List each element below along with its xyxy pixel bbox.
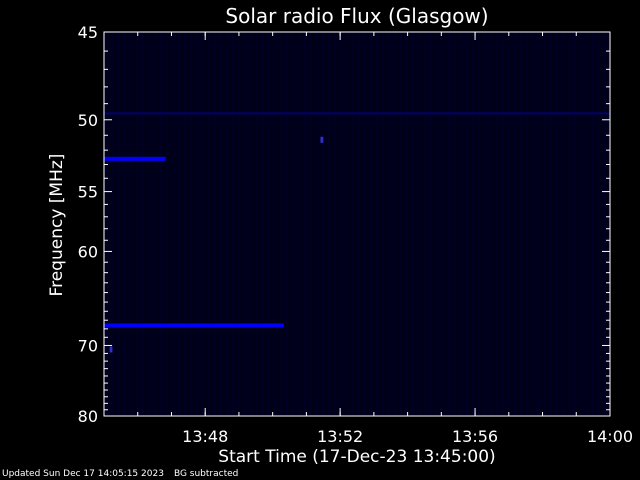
plot-frame xyxy=(103,31,611,417)
x-tick-label: 13:52 xyxy=(317,427,363,446)
background-note: BG subtracted xyxy=(173,469,239,479)
y-tick-label: 60 xyxy=(78,242,98,261)
y-tick-label: 55 xyxy=(78,183,98,202)
plot-border xyxy=(103,31,611,417)
y-tick-label: 50 xyxy=(78,111,98,130)
y-tick-label: 80 xyxy=(78,407,98,426)
y-axis-label: Frequency [MHz] xyxy=(47,154,67,297)
x-tick-label: 13:56 xyxy=(452,427,498,446)
emission-spot xyxy=(320,136,324,143)
plot-area xyxy=(104,32,610,416)
x-axis-label: Start Time (17-Dec-23 13:45:00) xyxy=(218,447,495,467)
x-tick-label: 13:48 xyxy=(182,427,228,446)
emission-band xyxy=(104,112,610,115)
y-tick-label: 70 xyxy=(78,336,98,355)
x-axis: 13:48 13:52 13:56 14:00 xyxy=(137,32,633,446)
spectrogram-features xyxy=(104,112,610,353)
emission-spot xyxy=(109,346,113,353)
updated-timestamp: Updated Sun Dec 17 14:05:15 2023 xyxy=(2,469,164,479)
emission-band xyxy=(104,156,166,161)
plot-background xyxy=(104,32,610,416)
x-tick-label: 14:00 xyxy=(587,427,633,446)
chart-title: Solar radio Flux (Glasgow) xyxy=(225,4,488,28)
y-tick-label: 45 xyxy=(78,23,98,42)
y-axis: 45 50 55 60 70 80 xyxy=(78,23,610,426)
footer: Updated Sun Dec 17 14:05:15 2023 BG subtr… xyxy=(2,469,248,480)
emission-band xyxy=(104,323,284,328)
